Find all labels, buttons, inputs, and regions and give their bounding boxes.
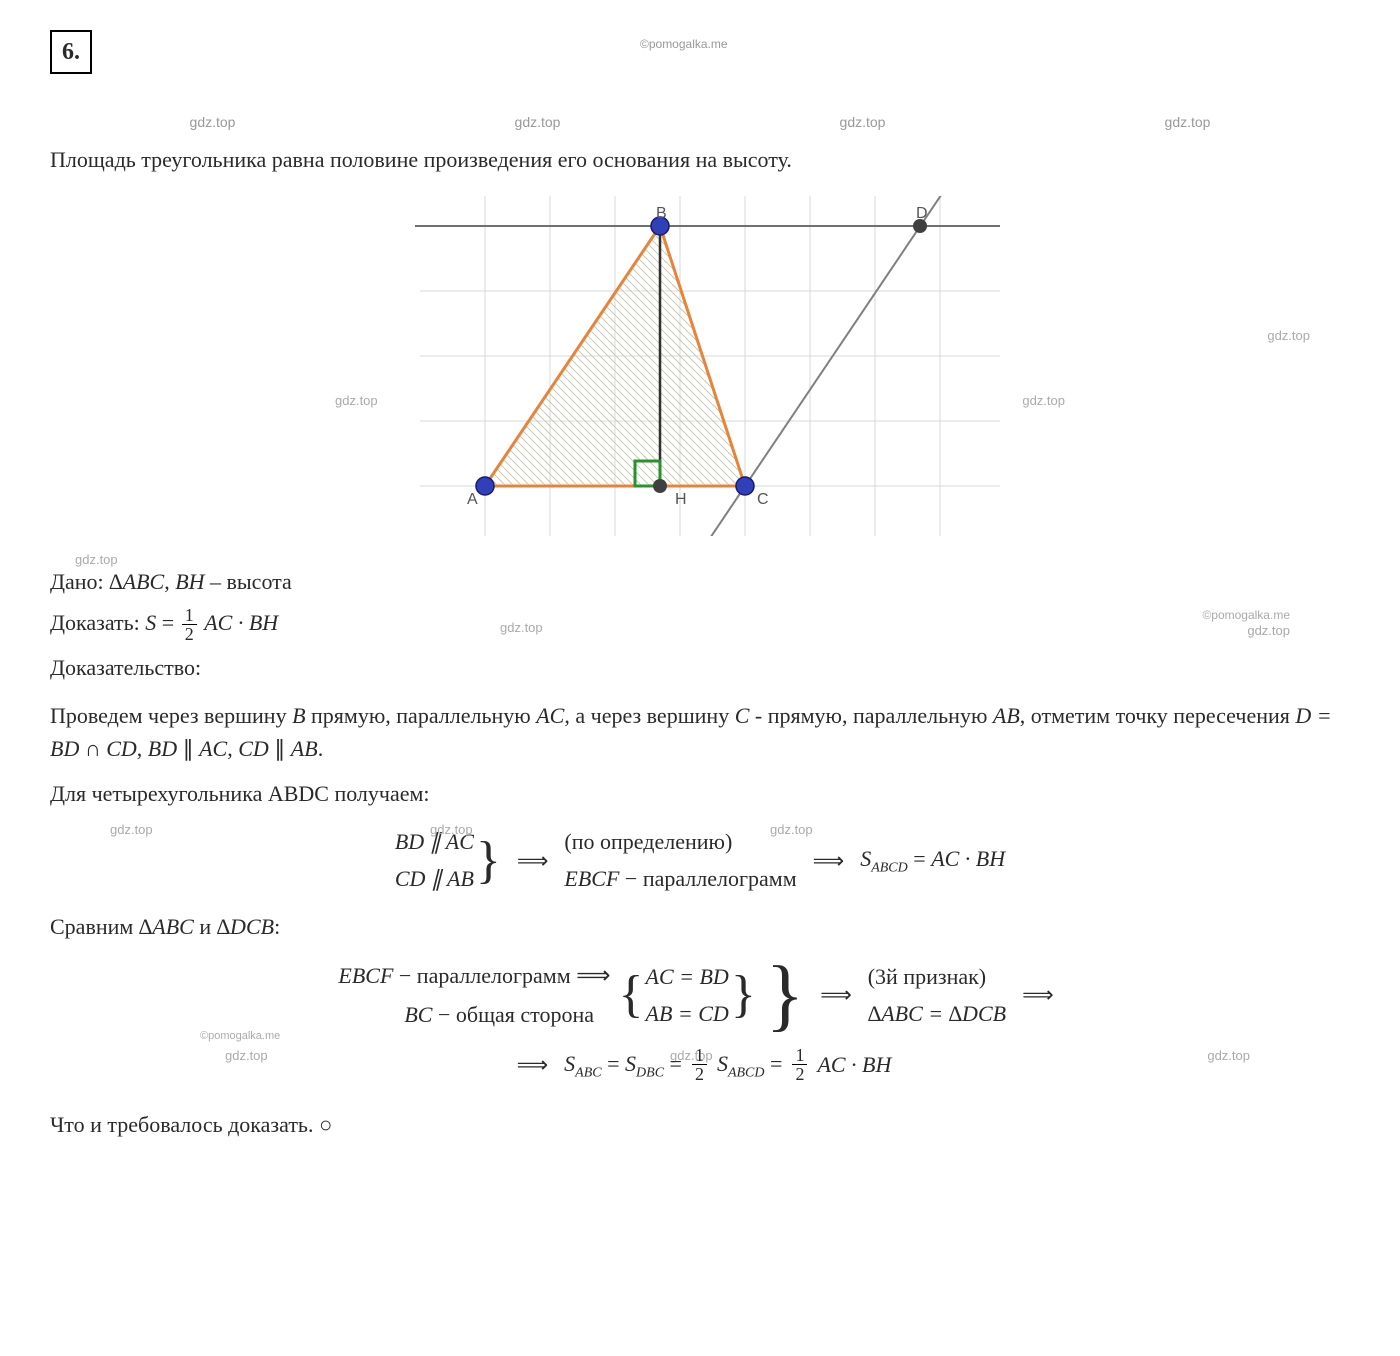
copyright: ©pomogalka.me bbox=[200, 1028, 280, 1045]
proof-block-1: gdz.top BD ∥ AC CD ∥ AB } ⟹ gdz.top (по … bbox=[50, 825, 1350, 895]
watermark: gdz.top bbox=[1022, 391, 1065, 411]
proof-step-1: Проведем через вершину B прямую, паралле… bbox=[50, 699, 1350, 765]
point-label-d: D bbox=[916, 205, 928, 222]
watermark: gdz.top bbox=[840, 112, 886, 133]
watermark: gdz.top bbox=[430, 820, 473, 840]
proof-step-2: Для четырехугольника ABDC получаем: bbox=[50, 777, 1350, 810]
copyright-top: ©pomogalka.me bbox=[640, 35, 728, 53]
theorem-statement: Площадь треугольника равна половине прои… bbox=[50, 143, 1350, 176]
watermark: gdz.top bbox=[1247, 621, 1290, 641]
geometry-diagram: A B C D H bbox=[400, 196, 1000, 536]
watermark: gdz.top bbox=[1267, 326, 1310, 346]
problem-number: 6. bbox=[50, 30, 92, 74]
given-line: Дано: ∆ABC, BH – высота bbox=[50, 565, 1350, 598]
watermark: gdz.top bbox=[770, 820, 813, 840]
qed: Что и требовалось доказать. ○ bbox=[50, 1108, 1350, 1141]
watermark: gdz.top bbox=[1165, 112, 1211, 133]
watermark: gdz.top bbox=[190, 112, 236, 133]
watermark: gdz.top bbox=[110, 820, 153, 840]
watermark: gdz.top bbox=[515, 112, 561, 133]
watermark: gdz.top bbox=[500, 618, 543, 638]
diagram: A B C D H gdz.top gdz.top gdz.top bbox=[50, 196, 1350, 545]
point-label-b: B bbox=[656, 205, 667, 222]
proof-block-2: EBCF − параллелограмм ⟹ BC − общая сторо… bbox=[50, 958, 1350, 1031]
watermark: gdz.top bbox=[75, 550, 118, 570]
proof-step-3: Сравним ∆ABC и ∆DCB: bbox=[50, 910, 1350, 943]
watermark-row-1: gdz.top gdz.top gdz.top gdz.top bbox=[50, 112, 1350, 133]
point-label-h: H bbox=[675, 491, 687, 508]
proof-final: ⟹ SABC = SDBC = 12 SABCD = 12 AC · BH bbox=[50, 1046, 1350, 1083]
proof-label: Доказательство: bbox=[50, 651, 1350, 684]
prove-line: Доказать: S = 12 AC · BH gdz.top ©pomoga… bbox=[50, 606, 1350, 643]
point-label-a: A bbox=[467, 491, 478, 508]
watermark: gdz.top bbox=[335, 391, 378, 411]
point-label-c: C bbox=[757, 491, 769, 508]
